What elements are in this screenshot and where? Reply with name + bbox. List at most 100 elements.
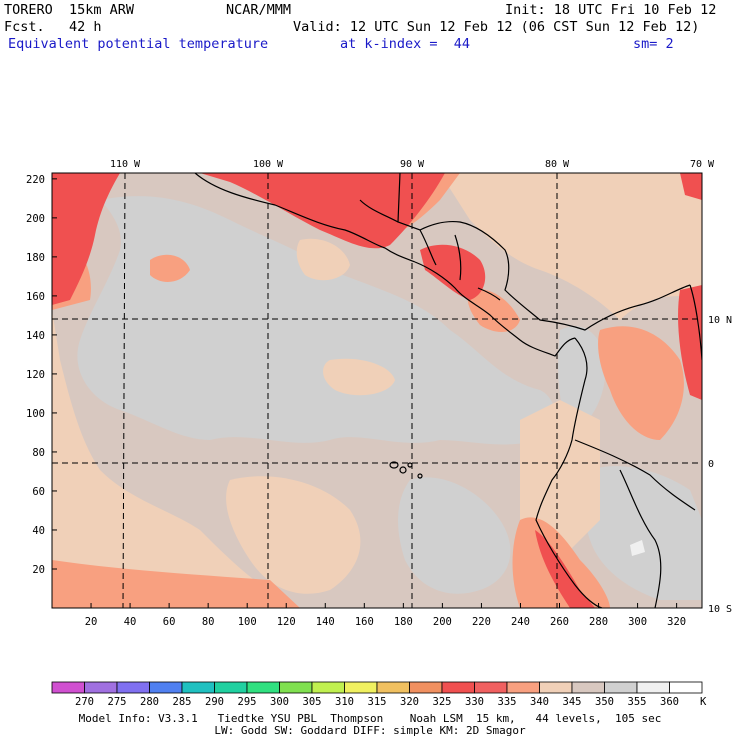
colorbar-unit: K <box>700 696 707 708</box>
colorbar-label: 285 <box>173 696 192 708</box>
x-ticks: 20 40 60 80 100 120 140 160 180 200 220 240 260 280 30… <box>85 603 686 628</box>
y-ticks: 20 40 60 80 100 120 140 160 180 200 220 <box>26 174 57 576</box>
colorbar-swatch <box>344 681 378 694</box>
field-grey-region <box>77 196 556 445</box>
x-tick-label: 240 <box>511 616 530 628</box>
y-tick-label: 20 <box>32 564 45 576</box>
meridian-110w <box>122 173 126 608</box>
colorbar-swatch <box>669 681 703 694</box>
lat-labels: 10 N 0 10 S <box>708 315 732 615</box>
x-tick-label: 280 <box>589 616 608 628</box>
x-tick-label: 300 <box>628 616 647 628</box>
forecast-hour: Fcst. 42 h <box>4 19 102 35</box>
coastline-caribbean <box>397 173 691 331</box>
lat-label: 0 <box>708 459 714 470</box>
colorbar-label: 305 <box>303 696 322 708</box>
model-info-line1: Model Info: V3.3.1 Tiedtke YSU PBL Thomp… <box>78 712 662 725</box>
lon-labels: 110 W 100 W 90 W 80 W 70 W <box>110 159 715 170</box>
colorbar-swatch <box>311 681 345 694</box>
init-time: Init: 18 UTC Fri 10 Feb 12 <box>505 2 717 18</box>
field-red-region <box>420 244 486 300</box>
colorbar-label: 295 <box>238 696 257 708</box>
y-tick-label: 60 <box>32 486 45 498</box>
field-peach-region <box>226 476 361 594</box>
coastline-central-america <box>414 261 576 357</box>
field-salmon-region <box>52 560 300 608</box>
level-index: at k-index = 44 <box>340 36 471 52</box>
field-red-region <box>52 173 120 305</box>
field-peach-region <box>52 310 300 608</box>
colorbar-label: 350 <box>595 696 614 708</box>
colorbar-swatch <box>51 681 85 694</box>
x-tick-label: 20 <box>85 616 98 628</box>
colorbar-swatch <box>506 681 540 694</box>
field-red-region <box>200 173 445 249</box>
model-info-line2: LW: Godd SW: Goddard DIFF: simple KM: 2D… <box>214 724 526 737</box>
colorbar-swatch <box>214 681 248 694</box>
lat-label: 10 S <box>708 604 732 615</box>
lon-label: 80 W <box>545 159 570 170</box>
field-white-patch <box>630 540 645 556</box>
coastline-mexico <box>194 173 416 263</box>
colorbar-label: 340 <box>530 696 549 708</box>
field-grey-region <box>582 466 702 600</box>
colorbar-swatch <box>441 681 475 694</box>
field-name: Equivalent potential temperature <box>8 36 269 52</box>
y-tick-label: 220 <box>26 174 45 186</box>
coastlines <box>194 173 702 608</box>
y-tick-label: 200 <box>26 213 45 225</box>
lon-label: 90 W <box>400 159 425 170</box>
x-tick-label: 60 <box>163 616 176 628</box>
center-title: NCAR/MMM <box>226 2 292 18</box>
colorbar-label: 280 <box>140 696 159 708</box>
lon-label: 110 W <box>110 159 141 170</box>
x-tick-label: 220 <box>472 616 491 628</box>
x-tick-label: 320 <box>667 616 686 628</box>
field-red-region <box>680 173 702 200</box>
y-tick-label: 120 <box>26 369 45 381</box>
x-tick-label: 140 <box>316 616 335 628</box>
smoothing: sm= 2 <box>633 36 674 52</box>
model-title: TORERO 15km ARW <box>4 2 135 18</box>
colorbar-swatch <box>409 681 443 694</box>
valid-time: Valid: 12 UTC Sun 12 Feb 12 (06 CST Sun … <box>293 19 700 35</box>
x-tick-label: 180 <box>394 616 413 628</box>
colorbar-label: 355 <box>628 696 647 708</box>
lat-label: 10 N <box>708 315 732 326</box>
map-frame <box>51 172 703 609</box>
colorbar-swatch <box>571 681 605 694</box>
border-andes <box>574 284 702 608</box>
field-peach-region <box>296 238 350 281</box>
colorbar-swatch <box>474 681 508 694</box>
colorbar-label: 360 <box>660 696 679 708</box>
x-tick-label: 120 <box>277 616 296 628</box>
colorbar-swatch <box>181 681 215 694</box>
colorbar-swatch <box>604 681 638 694</box>
field-grey-region <box>398 477 511 594</box>
colorbar-swatch <box>84 681 118 694</box>
y-tick-label: 100 <box>26 408 45 420</box>
colorbar-label: 325 <box>433 696 452 708</box>
colorbar-label: 335 <box>498 696 517 708</box>
field-peach-region <box>323 358 395 396</box>
colorbar-label: 290 <box>205 696 224 708</box>
field-salmon-region <box>467 289 520 332</box>
colorbar: 270 275 280 285 290 295 300 305 310 315 320 325 330 3… <box>51 681 703 708</box>
galapagos-islands <box>389 461 423 479</box>
coastline-south-america <box>535 337 603 608</box>
x-tick-label: 100 <box>238 616 257 628</box>
map-field <box>52 173 702 608</box>
x-tick-label: 40 <box>124 616 137 628</box>
x-tick-label: 160 <box>355 616 374 628</box>
field-peach-region <box>440 173 702 320</box>
colorbar-label: 345 <box>563 696 582 708</box>
colorbar-swatch <box>636 681 670 694</box>
colorbar-label: 275 <box>108 696 127 708</box>
colorbar-swatch <box>116 681 150 694</box>
y-tick-label: 80 <box>32 447 45 459</box>
y-tick-label: 160 <box>26 291 45 303</box>
field-salmon-region <box>150 254 190 282</box>
lon-label: 100 W <box>253 159 284 170</box>
colorbar-swatch <box>149 681 183 694</box>
